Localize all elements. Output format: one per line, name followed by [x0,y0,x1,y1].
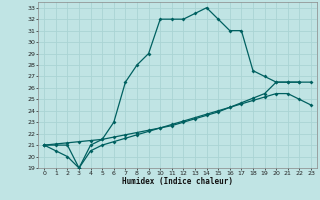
X-axis label: Humidex (Indice chaleur): Humidex (Indice chaleur) [122,177,233,186]
